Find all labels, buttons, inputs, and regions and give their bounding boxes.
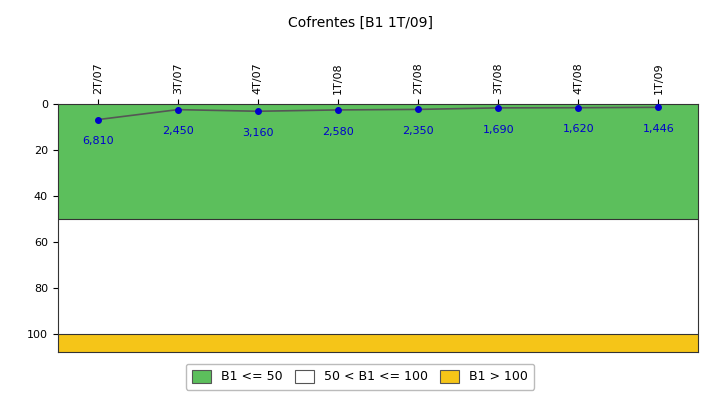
Text: 1,446: 1,446	[642, 124, 674, 134]
Text: 6,810: 6,810	[82, 136, 114, 146]
Text: 2,350: 2,350	[402, 126, 434, 136]
Text: 1,620: 1,620	[562, 124, 594, 134]
Text: 3,160: 3,160	[242, 128, 274, 138]
Legend: B1 <= 50, 50 < B1 <= 100, B1 > 100: B1 <= 50, 50 < B1 <= 100, B1 > 100	[186, 364, 534, 390]
Text: 1,690: 1,690	[482, 124, 514, 134]
Text: 2,450: 2,450	[162, 126, 194, 136]
Bar	[58, 334, 698, 352]
Text: 2,580: 2,580	[322, 126, 354, 136]
Text: Cofrentes [B1 1T/09]: Cofrentes [B1 1T/09]	[287, 16, 433, 30]
Bar	[58, 219, 698, 334]
Bar	[58, 104, 698, 219]
